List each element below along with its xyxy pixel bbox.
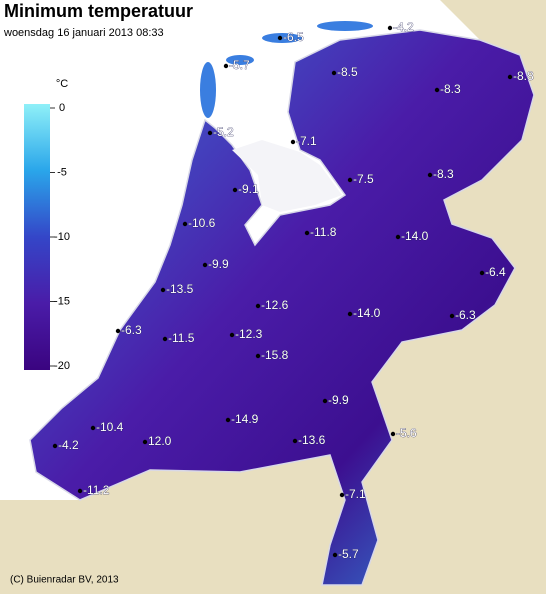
station-value: -10.4 [96, 420, 124, 434]
station-value: -9.9 [208, 257, 229, 271]
station-dot [347, 311, 353, 317]
station-dot [434, 87, 440, 93]
station-value: -4.2 [58, 438, 79, 452]
station-dot [277, 35, 283, 41]
station-value: -13.6 [298, 433, 326, 447]
station-value: 12.0 [148, 434, 172, 448]
station-dot [427, 172, 433, 178]
station-value: -6.5 [283, 30, 304, 44]
station-value: -11.8 [310, 225, 337, 239]
station-dot [339, 492, 345, 498]
station-value: -4.2 [393, 20, 414, 34]
station-value: -12.3 [235, 327, 263, 341]
station-value: -14.0 [401, 229, 429, 243]
station-value: -6.3 [455, 308, 476, 322]
station-value: -8.3 [433, 167, 454, 181]
station-value: -11.5 [168, 331, 195, 345]
island [200, 62, 216, 118]
station-dot [322, 398, 328, 404]
station-dot [223, 63, 229, 69]
station-value: -7.5 [353, 172, 374, 186]
subtitle: woensdag 16 januari 2013 08:33 [3, 27, 164, 39]
station-dot [90, 425, 96, 431]
station-dot [255, 353, 261, 359]
station-dot [332, 552, 338, 558]
station-value: -13.5 [166, 282, 194, 296]
credit: (C) Buienradar BV, 2013 [10, 575, 119, 586]
station-dot [449, 313, 455, 319]
legend-tick-label: -5 [57, 166, 67, 178]
station-dot [331, 70, 337, 76]
legend-tick-label: -20 [54, 360, 70, 372]
station-value: -5.2 [213, 125, 234, 139]
netherlands [29, 29, 535, 586]
station-dot [387, 25, 393, 31]
station-dot [202, 262, 208, 268]
legend-tick-label: -10 [54, 231, 70, 243]
station-dot [182, 221, 188, 227]
station-dot [162, 336, 168, 342]
station-value: -7.1 [296, 134, 317, 148]
station-value: -8.3 [440, 82, 461, 96]
station-dot [232, 187, 238, 193]
station-dot [479, 270, 485, 276]
legend-ticks: 0 -5 -10 -15 -20 [50, 102, 70, 372]
station-value: -5.7 [229, 58, 250, 72]
station-value: -8.5 [337, 65, 358, 79]
station-dot [160, 287, 166, 293]
station-dot [390, 431, 396, 437]
legend-unit: °C [56, 78, 68, 90]
station-dot [77, 488, 83, 494]
station-dot [229, 332, 235, 338]
station-value: -7.1 [345, 487, 366, 501]
station-value: -10.6 [188, 216, 216, 230]
station-dot [207, 130, 213, 136]
station-value: -9.1 [238, 182, 259, 196]
legend-bar [24, 104, 50, 370]
station-dot [52, 443, 58, 449]
station-dot [290, 139, 296, 145]
island [226, 55, 254, 65]
station-value: -12.6 [261, 298, 289, 312]
station-value: -14.9 [231, 412, 259, 426]
ijsselmeer [232, 140, 342, 212]
station-value: -15.8 [261, 348, 289, 362]
station-dot [292, 438, 298, 444]
title: Minimum temperatuur [4, 1, 193, 21]
stations: -4.2 -6.5 -5.7 -8.5 -8.8 -8.3 -5.2 -7.1 -7.5 -8.3… [52, 20, 534, 561]
island [317, 21, 373, 31]
station-dot [115, 328, 121, 334]
station-dot [507, 74, 513, 80]
station-value: -11.2 [83, 483, 110, 497]
station-value: -8.8 [513, 69, 534, 83]
station-value: -14.0 [353, 306, 381, 320]
station-dot [225, 417, 231, 423]
legend-tick-label: 0 [59, 102, 65, 114]
station-value: -6.3 [121, 323, 142, 337]
station-dot [255, 303, 261, 309]
station-value: -5.6 [396, 426, 417, 440]
station-value: -6.4 [485, 265, 506, 279]
legend-tick-label: -15 [54, 295, 70, 307]
station-dot [142, 439, 148, 445]
station-value: -9.9 [328, 393, 349, 407]
station-dot [347, 177, 353, 183]
station-dot [304, 230, 310, 236]
station-value: -5.7 [338, 547, 359, 561]
station-dot [395, 234, 401, 240]
